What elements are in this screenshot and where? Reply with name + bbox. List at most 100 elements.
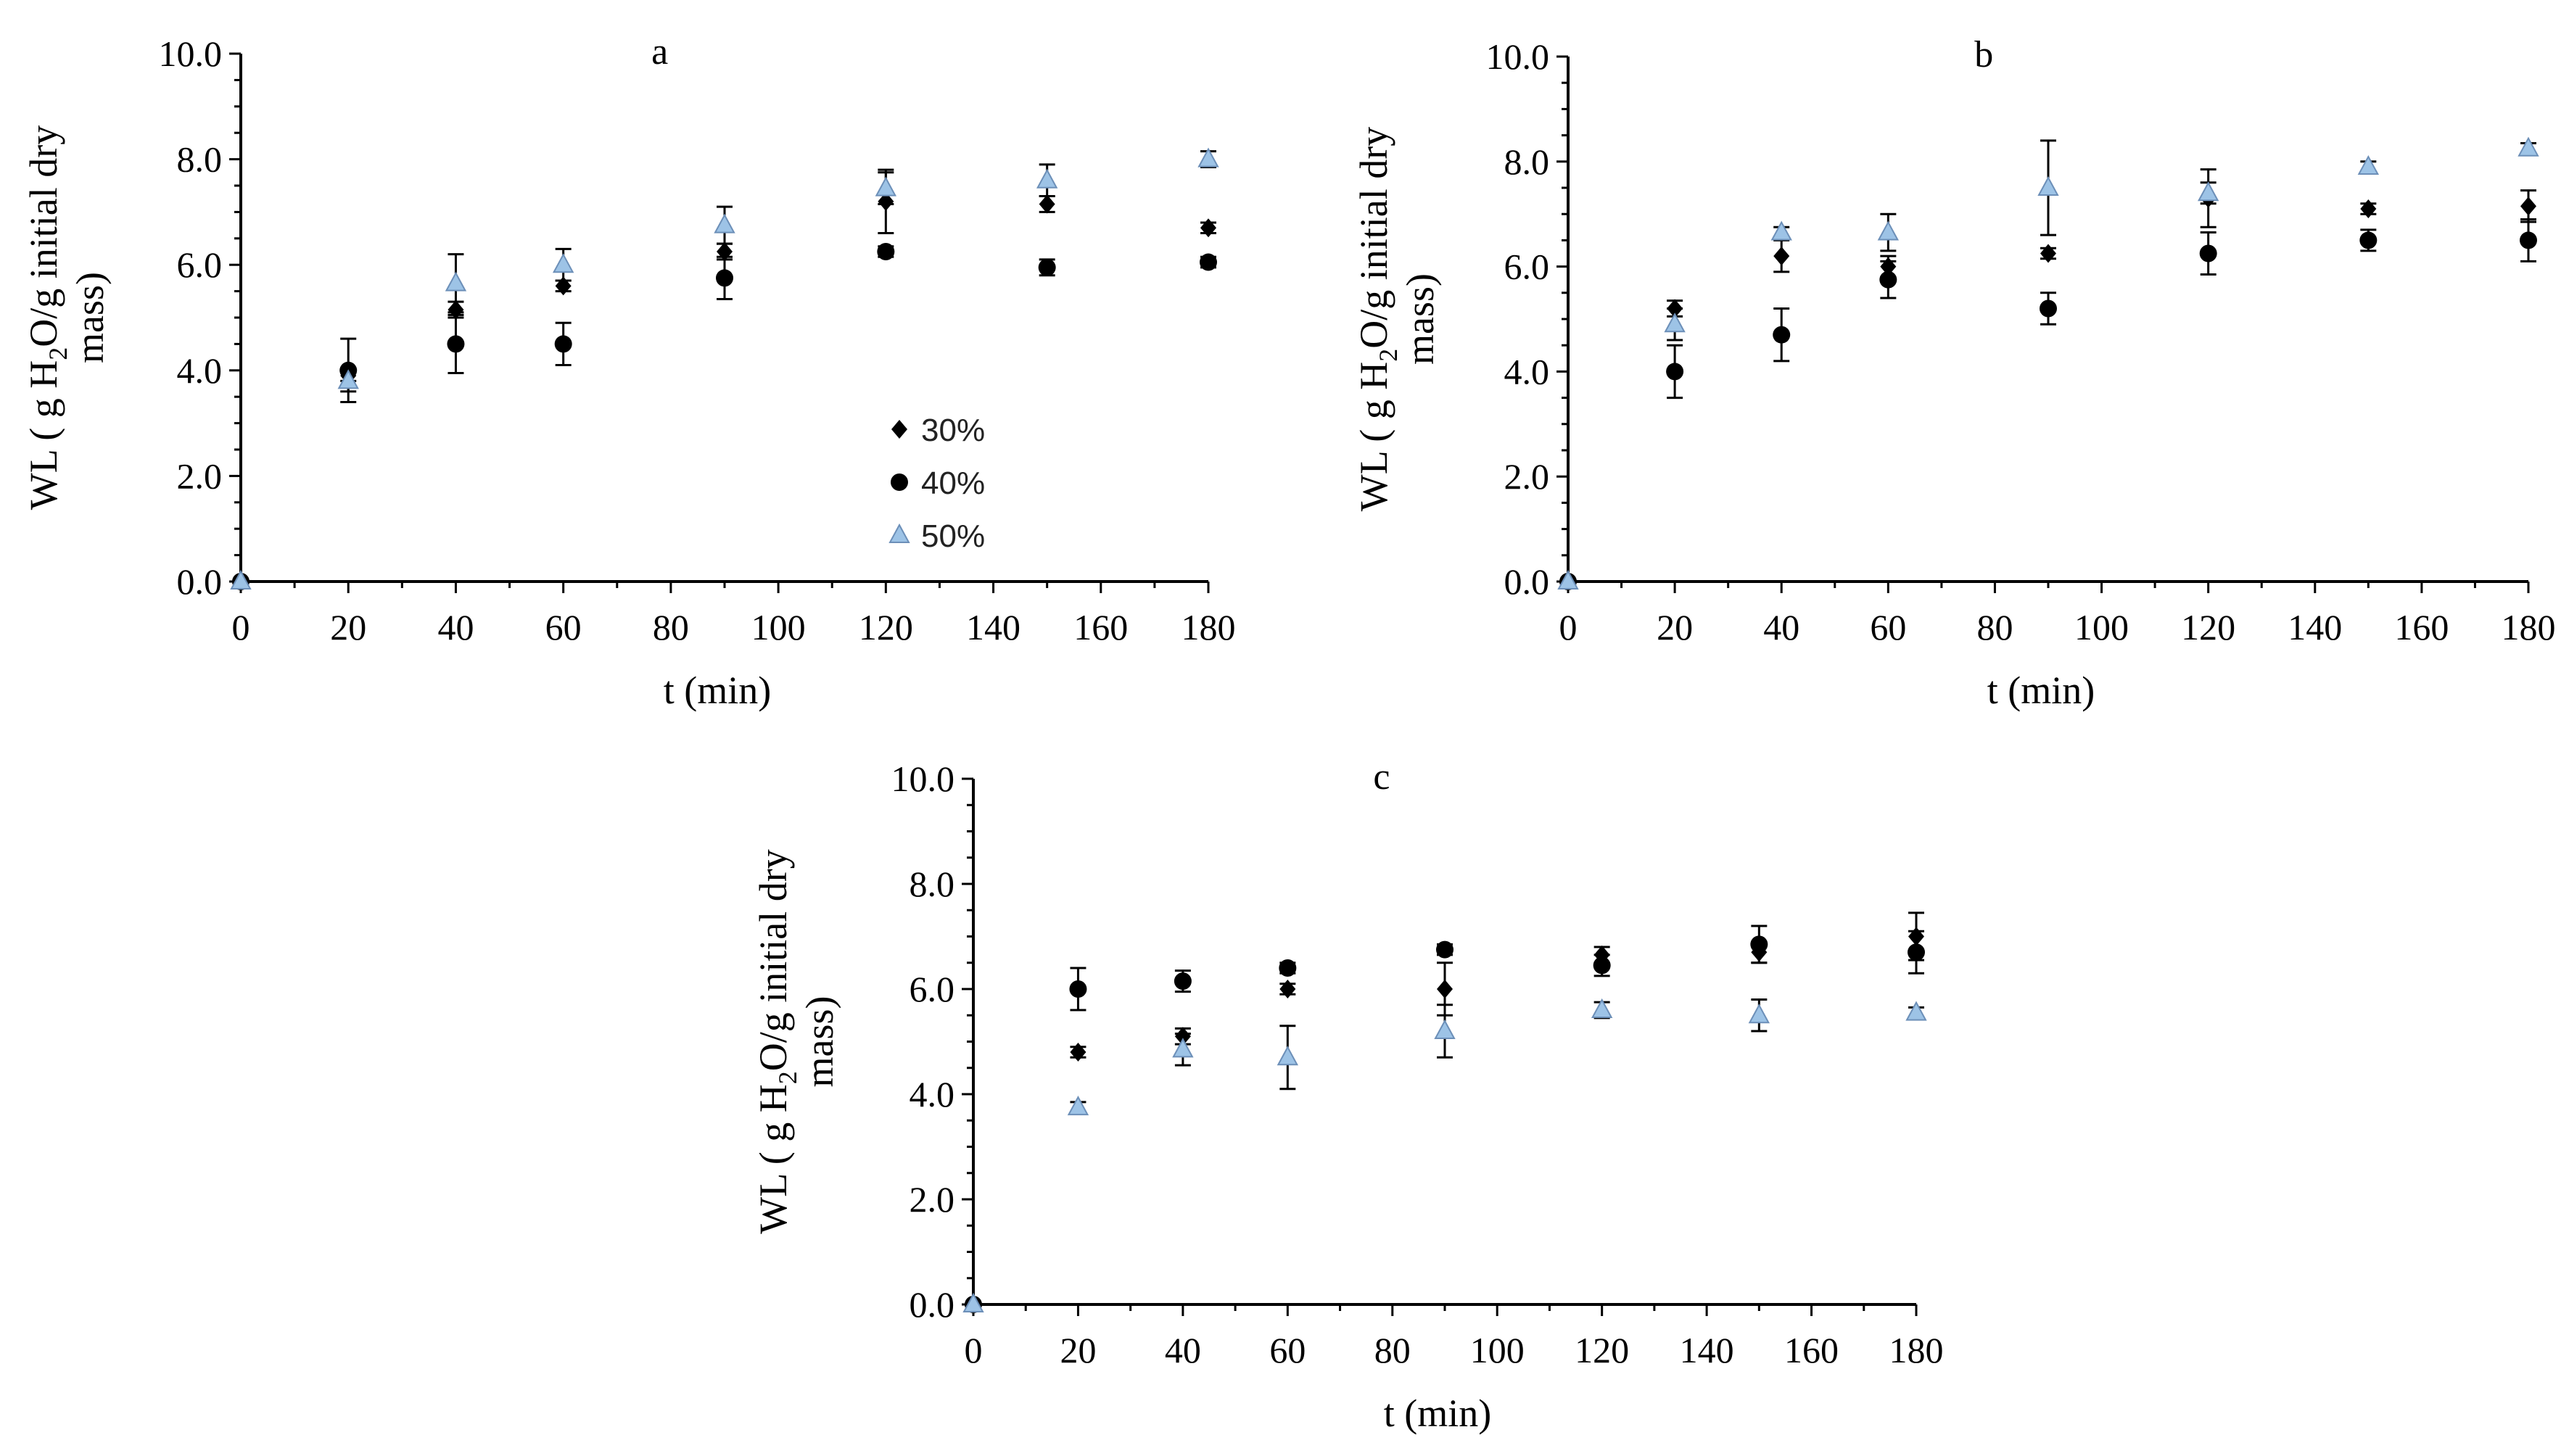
y-tick-label: 2.0 [177, 455, 223, 496]
data-point [1197, 147, 1219, 167]
x-tick-label: 180 [2502, 607, 2556, 648]
x-axis-title: t (min) [664, 669, 771, 712]
x-tick-label: 100 [751, 607, 806, 648]
data-point [2520, 197, 2536, 216]
x-tick-label: 20 [1657, 607, 1693, 648]
x-tick-label: 180 [1182, 607, 1236, 648]
data-point [1279, 959, 1297, 977]
x-tick-label: 120 [1575, 1330, 1629, 1370]
data-point [2037, 175, 2059, 196]
panel-label: a [651, 31, 668, 73]
legend: 30% 40% 50% [888, 413, 985, 554]
y-tick-label: 8.0 [1504, 141, 1550, 182]
y-tick-label: 8.0 [177, 139, 223, 180]
x-tick-label: 140 [1680, 1330, 1734, 1370]
panel-label: b [1974, 34, 1993, 75]
series-40% [232, 243, 1217, 590]
legend-label: 40% [921, 466, 985, 501]
y-axis-title-line1: WL ( g H2O/g initial dry [22, 125, 73, 510]
y-tick-label: 4.0 [910, 1074, 955, 1114]
series-50% [230, 147, 1219, 590]
x-tick-label: 80 [1374, 1330, 1411, 1370]
y-axis-title-line2: mass) [68, 272, 112, 363]
data-point [1036, 168, 1058, 189]
y-axis-title-line1: WL ( g H2O/g initial dry [1352, 127, 1403, 511]
x-tick-label: 20 [1060, 1330, 1096, 1370]
x-tick-label: 60 [1870, 607, 1906, 648]
series-30% [965, 911, 1924, 1314]
data-point [230, 569, 252, 590]
y-axis-title-line2: mass) [1398, 273, 1442, 365]
y-tick-label: 10.0 [1486, 36, 1550, 77]
y-tick-label: 0.0 [177, 561, 223, 602]
data-point [1879, 270, 1897, 289]
data-point [1436, 940, 1453, 959]
y-tick-label: 2.0 [910, 1179, 955, 1220]
data-point [1200, 253, 1217, 271]
y-tick-label: 8.0 [910, 864, 955, 904]
data-point [1593, 956, 1611, 975]
x-tick-label: 160 [1073, 607, 1128, 648]
x-tick-label: 0 [232, 607, 250, 648]
data-point [1067, 1096, 1089, 1116]
data-point [2040, 244, 2056, 263]
y-tick-label: 4.0 [1504, 351, 1550, 392]
legend-item-40%: 40% [891, 466, 985, 501]
x-tick-label: 80 [653, 607, 689, 648]
data-point [1200, 218, 1216, 238]
panel-label: c [1373, 756, 1390, 798]
data-point [1770, 220, 1792, 241]
data-point [2197, 181, 2219, 202]
x-tick-label: 40 [437, 607, 474, 648]
data-point [1172, 1038, 1194, 1058]
x-tick-label: 0 [1559, 607, 1578, 648]
data-point [1174, 972, 1192, 990]
data-point [714, 213, 735, 233]
data-point [1748, 1004, 1770, 1024]
data-point [2040, 299, 2057, 318]
x-tick-label: 100 [2074, 607, 2129, 648]
y-tick-label: 10.0 [159, 33, 223, 74]
data-point [1277, 1046, 1299, 1066]
data-point [1279, 980, 1296, 998]
data-point [1908, 943, 1925, 961]
legend-label: 30% [921, 413, 985, 448]
data-point [2518, 136, 2539, 157]
data-point [2359, 231, 2378, 249]
x-tick-label: 140 [2288, 607, 2342, 648]
data-point [445, 271, 467, 291]
x-tick-label: 40 [1165, 1330, 1201, 1370]
legend-item-50%: 50% [888, 518, 985, 554]
data-point [1591, 998, 1613, 1018]
y-tick-label: 10.0 [891, 758, 955, 799]
x-tick-label: 40 [1763, 607, 1799, 648]
y-tick-label: 6.0 [1504, 247, 1550, 287]
data-point [1905, 1001, 1927, 1021]
x-tick-label: 60 [545, 607, 582, 648]
y-axis-title-line2: mass) [798, 996, 841, 1088]
data-point [1557, 569, 1579, 590]
data-point [2199, 244, 2217, 262]
x-tick-label: 180 [1889, 1330, 1944, 1370]
y-tick-label: 0.0 [910, 1284, 955, 1325]
data-point [1437, 980, 1453, 998]
data-point [1038, 258, 1056, 276]
y-tick-label: 6.0 [910, 969, 955, 1009]
data-point [1666, 363, 1684, 381]
legend-marker [891, 473, 908, 491]
chart-panel-b: 0 20 40 60 80 100 120 140 160 180 0.0 2.0 4.0 6.0 8.0 1… [1352, 34, 2556, 712]
x-tick-label: 140 [966, 607, 1020, 648]
chart-panel-a: 0 20 40 60 80 100 120 140 160 180 0.0 2.0 4.0 6.0 8.0 1… [22, 31, 1236, 712]
y-tick-label: 2.0 [1504, 456, 1550, 497]
data-point [1434, 1019, 1456, 1039]
data-point [337, 369, 359, 389]
x-tick-label: 120 [859, 607, 913, 648]
y-tick-label: 4.0 [177, 350, 223, 391]
data-point [716, 269, 733, 287]
x-tick-label: 120 [2181, 607, 2235, 648]
data-point [1773, 326, 1791, 344]
data-point [962, 1292, 984, 1312]
data-point [1750, 935, 1768, 954]
x-tick-label: 60 [1269, 1330, 1306, 1370]
